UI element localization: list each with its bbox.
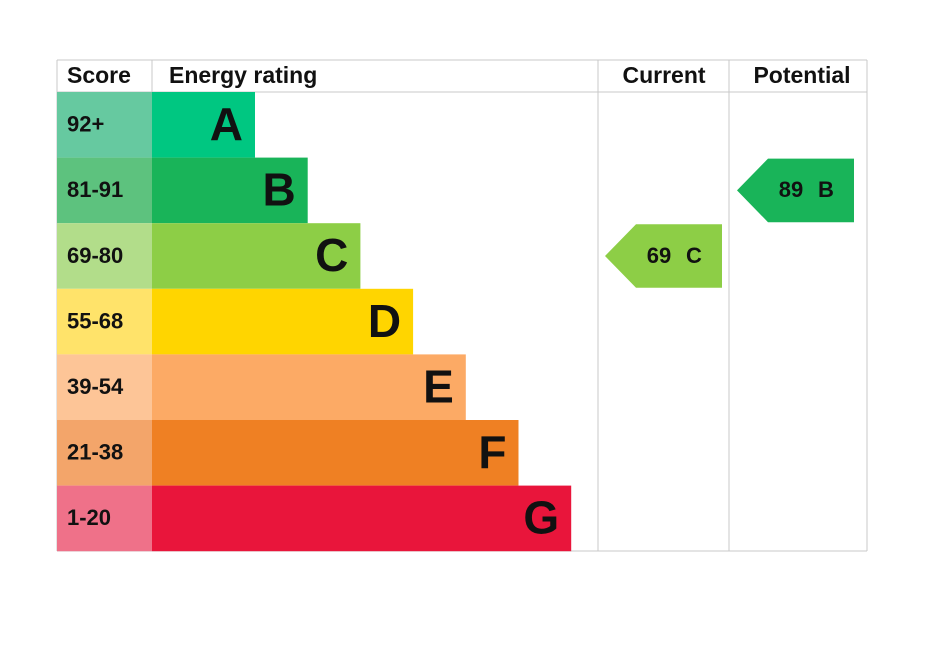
score-label: 69-80 [67, 243, 123, 268]
potential-arrow [737, 158, 854, 223]
rating-letter: B [262, 164, 295, 216]
rating-letter: G [523, 492, 559, 544]
score-label: 1-20 [67, 505, 111, 530]
score-cell [57, 157, 152, 224]
score-cell [57, 485, 152, 552]
rating-bar [152, 485, 572, 552]
score-label: 81-91 [67, 177, 123, 202]
rating-bar [152, 420, 519, 486]
score-label: 92+ [67, 112, 104, 137]
rating-letter: F [478, 426, 506, 478]
score-cell [57, 223, 152, 289]
score-cell [57, 288, 152, 355]
rating-bar [152, 92, 255, 158]
header-potential: Potential [753, 62, 850, 88]
current-value: 69 [647, 243, 671, 268]
potential-letter: B [818, 177, 834, 202]
score-label: 55-68 [67, 308, 123, 333]
score-cell [57, 354, 152, 420]
header-energy-rating: Energy rating [169, 62, 317, 88]
header-current: Current [622, 62, 705, 88]
score-cell [57, 420, 152, 486]
rating-bar [152, 223, 361, 289]
rating-letter: E [423, 360, 454, 412]
rating-bar [152, 288, 414, 355]
score-cell [57, 92, 152, 158]
header-score: Score [67, 62, 131, 88]
current-arrow [605, 224, 722, 288]
rating-bar [152, 354, 466, 420]
score-label: 21-38 [67, 440, 123, 465]
rating-letter: C [315, 229, 348, 281]
current-letter: C [686, 243, 702, 268]
rating-letter: A [210, 98, 243, 150]
potential-value: 89 [779, 177, 803, 202]
rating-letter: D [368, 295, 401, 347]
rating-bar [152, 157, 308, 224]
score-label: 39-54 [67, 374, 124, 399]
